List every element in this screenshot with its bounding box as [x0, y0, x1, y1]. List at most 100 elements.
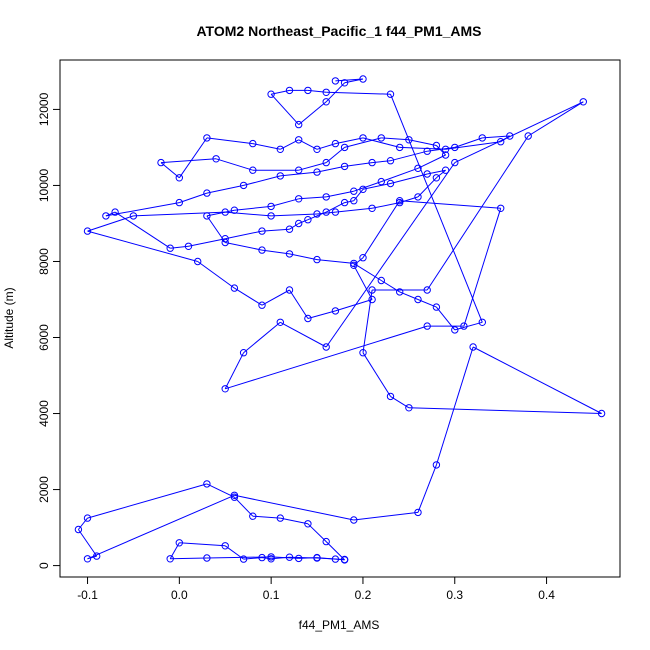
series-line-segment	[178, 137, 208, 179]
series-line-segment	[417, 154, 446, 169]
series-line-segment	[362, 183, 391, 190]
series-line-segment	[271, 213, 318, 217]
series-line-segment	[426, 135, 529, 291]
series-line-segment	[445, 141, 501, 150]
data-point	[295, 195, 303, 203]
series-line-segment	[225, 242, 263, 251]
x-axis: -0.1 0.0 0.1 0.2 0.3 0.4	[77, 577, 555, 602]
y-tick-label: 10000	[37, 168, 51, 202]
data-point	[377, 276, 385, 285]
series-line-segment	[234, 287, 263, 306]
data-point	[359, 134, 367, 142]
series-line-segment	[261, 557, 272, 560]
data-point	[432, 141, 441, 150]
y-axis: 0 2000 4000 6000 8000 10000 12000	[37, 92, 60, 569]
series-line-segment	[390, 94, 483, 323]
x-tick-label: -0.1	[77, 588, 98, 602]
series-line-segment	[353, 265, 373, 300]
series-line-segment	[243, 321, 281, 354]
data-point	[221, 385, 229, 393]
series-line-segment	[362, 137, 400, 148]
data-point	[340, 556, 349, 564]
data-point	[313, 553, 321, 562]
data-point	[340, 143, 349, 152]
series-line-segment	[87, 215, 134, 232]
data-point	[276, 145, 284, 154]
series-line-segment	[316, 165, 345, 173]
series-line-segment	[325, 82, 345, 103]
data-point	[359, 75, 367, 83]
data-point	[396, 143, 404, 152]
data-point	[285, 553, 294, 561]
series-line-segment	[77, 529, 98, 557]
series-line-segment	[408, 139, 437, 146]
series-line-segment	[362, 200, 401, 258]
series-line-segment	[215, 158, 253, 171]
data-point	[129, 212, 138, 220]
data-point	[175, 174, 184, 182]
data-point	[313, 168, 321, 176]
data-point	[340, 198, 349, 207]
data-point	[276, 172, 284, 180]
series-line-segment	[179, 542, 226, 547]
series-line-segment	[261, 289, 290, 306]
data-point	[460, 322, 468, 330]
data-point	[175, 539, 184, 547]
data-point	[74, 525, 83, 534]
series-line-segment	[362, 352, 391, 397]
data-point	[451, 158, 459, 167]
data-point	[432, 303, 441, 311]
data-point	[111, 208, 119, 216]
series-line-segment	[270, 198, 299, 207]
data-point	[396, 198, 404, 207]
data-point	[285, 225, 294, 233]
y-tick-label: 12000	[37, 92, 51, 126]
data-point	[203, 134, 211, 142]
x-tick-label: 0.1	[263, 588, 280, 602]
data-point	[239, 181, 248, 190]
data-point	[414, 164, 422, 173]
series-line-segment	[298, 162, 327, 171]
series-line-segment	[307, 310, 336, 319]
data-point	[230, 284, 239, 292]
data-point	[350, 197, 358, 205]
series-line-segment	[417, 177, 437, 198]
series-line-segment	[436, 169, 446, 179]
series-line-segment	[78, 517, 88, 530]
data-point	[368, 286, 376, 294]
data-point	[423, 147, 431, 155]
series-line-segment	[326, 190, 354, 198]
series-line-segment	[289, 289, 309, 319]
data-point	[267, 555, 275, 563]
series-line-segment	[87, 230, 198, 262]
series-line-segment	[326, 91, 391, 95]
series-line-segment	[234, 494, 354, 521]
data-point	[340, 162, 349, 171]
data-point	[350, 187, 358, 195]
data-point	[93, 552, 101, 560]
data-point	[258, 553, 266, 562]
series-line-segment	[271, 556, 299, 559]
series-line-segment	[408, 407, 602, 414]
data-point	[203, 480, 211, 488]
data-point	[322, 343, 330, 351]
data-point	[285, 250, 294, 258]
data-point	[194, 257, 202, 266]
data-point	[350, 261, 358, 269]
x-tick-label: 0.4	[538, 588, 555, 602]
data-point	[451, 326, 459, 334]
data-point	[313, 210, 321, 218]
y-tick-label: 8000	[37, 248, 51, 275]
x-tick-label: 0.2	[355, 588, 372, 602]
data-point	[157, 158, 165, 167]
data-point	[304, 86, 312, 95]
data-point	[396, 288, 404, 296]
series-line-segment	[381, 137, 409, 141]
data-point	[405, 404, 413, 412]
data-point	[166, 555, 174, 563]
series-line-segment	[206, 184, 244, 194]
data-point	[359, 185, 367, 194]
data-point	[478, 134, 486, 142]
series-line-segment	[197, 261, 235, 289]
